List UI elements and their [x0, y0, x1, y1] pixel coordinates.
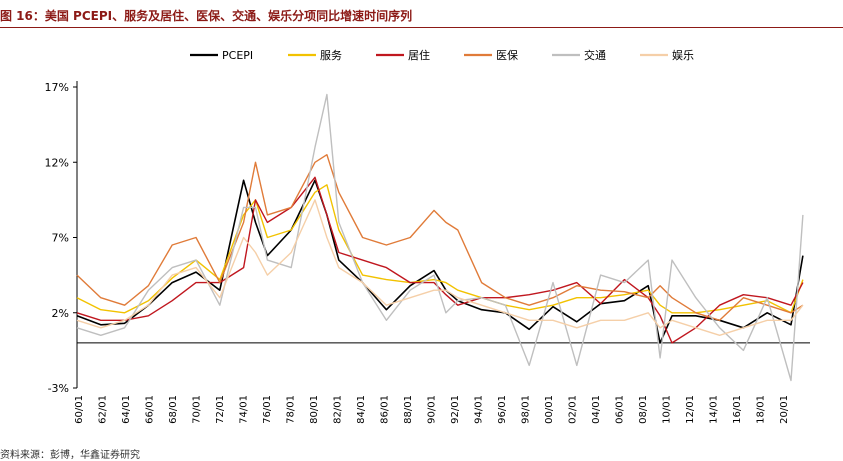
x-tick: 12/01 [685, 395, 696, 424]
x-tick: 92/01 [450, 395, 461, 424]
x-tick: 66/01 [145, 395, 156, 424]
legend-item: 医保 [464, 48, 518, 62]
x-tick-label: 94/01 [474, 395, 485, 424]
x-tick: 62/01 [98, 395, 109, 424]
x-tick-label: 00/01 [544, 395, 555, 424]
series-line-医保 [76, 153, 804, 321]
x-tick-label: 82/01 [333, 395, 344, 424]
x-tick: 76/01 [262, 395, 273, 424]
series-line-PCEPI [76, 179, 804, 344]
legend-item: PCEPI [190, 49, 253, 62]
x-tick: 10/01 [662, 395, 673, 424]
x-tick: 02/01 [568, 395, 579, 424]
series-line-娱乐 [76, 199, 804, 336]
x-tick: 70/01 [192, 395, 203, 424]
x-tick-label: 10/01 [662, 395, 673, 424]
x-tick: 14/01 [709, 395, 720, 424]
x-tick-label: 04/01 [591, 395, 602, 424]
x-tick-label: 72/01 [215, 395, 226, 424]
x-tick-label: 06/01 [615, 395, 626, 424]
x-tick: 68/01 [168, 395, 179, 424]
legend: PCEPI 服务 居住 医保 交通 娱乐 [190, 48, 694, 62]
x-tick-label: 88/01 [403, 395, 414, 424]
x-tick-label: 98/01 [521, 395, 532, 424]
x-tick-label: 74/01 [239, 395, 250, 424]
x-tick-label: 86/01 [380, 395, 391, 424]
x-tick-label: 92/01 [450, 395, 461, 424]
legend-item: 居住 [376, 48, 430, 62]
x-tick: 20/01 [779, 395, 790, 424]
x-tick-label: 16/01 [732, 395, 743, 424]
x-tick-label: 60/01 [74, 395, 85, 424]
x-tick: 94/01 [474, 395, 485, 424]
x-tick-label: 14/01 [709, 395, 720, 424]
x-tick-label: 08/01 [638, 395, 649, 424]
x-tick-label: 78/01 [286, 395, 297, 424]
x-tick: 98/01 [521, 395, 532, 424]
x-tick: 06/01 [615, 395, 626, 424]
legend-item: 服务 [288, 49, 342, 62]
x-tick: 96/01 [497, 395, 508, 424]
x-tick: 84/01 [356, 395, 367, 424]
x-tick-label: 66/01 [145, 395, 156, 424]
legend-label: 娱乐 [672, 48, 694, 62]
legend-label: 医保 [496, 48, 518, 62]
y-tick-label: 2% [52, 307, 69, 320]
x-tick: 00/01 [544, 395, 555, 424]
x-tick-label: 64/01 [121, 395, 132, 424]
y-tick-label: 12% [45, 156, 69, 169]
x-tick-label: 20/01 [779, 395, 790, 424]
x-tick-label: 02/01 [568, 395, 579, 424]
legend-label: 交通 [584, 48, 606, 62]
y-axis: 17% 12% 7% 2% -3% [45, 81, 78, 395]
series-line-居住 [76, 176, 804, 344]
x-tick: 18/01 [756, 395, 767, 424]
legend-label: 服务 [320, 49, 342, 62]
x-tick-label: 18/01 [756, 395, 767, 424]
x-tick: 04/01 [591, 395, 602, 424]
x-tick-label: 76/01 [262, 395, 273, 424]
x-tick: 64/01 [121, 395, 132, 424]
x-axis: 60/01 62/01 64/01 66/01 68/01 70/01 72/01 74/01… [74, 342, 810, 424]
x-tick: 78/01 [286, 395, 297, 424]
x-tick-label: 96/01 [497, 395, 508, 424]
x-tick: 82/01 [333, 395, 344, 424]
x-tick-label: 80/01 [309, 395, 320, 424]
x-tick: 72/01 [215, 395, 226, 424]
x-tick: 88/01 [403, 395, 414, 424]
chart-title: 图 16：美国 PCEPI、服务及居住、医保、交通、娱乐分项同比增速时间序列 [0, 9, 413, 23]
y-tick-label: 7% [52, 232, 69, 245]
x-tick: 16/01 [732, 395, 743, 424]
legend-label: 居住 [408, 48, 430, 62]
x-tick: 74/01 [239, 395, 250, 424]
x-tick-label: 70/01 [192, 395, 203, 424]
x-tick-label: 12/01 [685, 395, 696, 424]
series-group [76, 93, 804, 382]
x-tick: 08/01 [638, 395, 649, 424]
x-tick-label: 62/01 [98, 395, 109, 424]
x-tick: 86/01 [380, 395, 391, 424]
y-tick-label: -3% [48, 382, 69, 395]
legend-item: 娱乐 [640, 48, 694, 62]
x-tick: 60/01 [74, 395, 85, 424]
x-tick: 90/01 [427, 395, 438, 424]
legend-label: PCEPI [222, 49, 253, 62]
x-tick: 80/01 [309, 395, 320, 424]
legend-item: 交通 [552, 48, 606, 62]
y-tick-label: 17% [45, 81, 69, 94]
x-tick-label: 84/01 [356, 395, 367, 424]
x-tick-label: 90/01 [427, 395, 438, 424]
title-rule [0, 27, 843, 28]
series-line-交通 [76, 93, 804, 382]
x-tick-label: 68/01 [168, 395, 179, 424]
